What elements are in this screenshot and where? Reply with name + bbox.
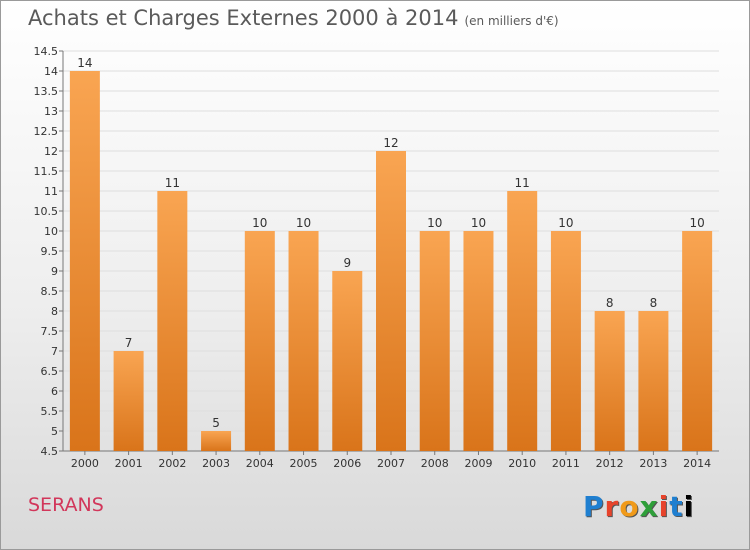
data-label: 14 — [77, 56, 92, 70]
data-label: 10 — [296, 216, 311, 230]
x-tick-label: 2001 — [115, 457, 143, 470]
bar — [638, 311, 669, 451]
data-label: 10 — [471, 216, 486, 230]
y-tick-label: 8.5 — [41, 285, 59, 298]
bar — [463, 231, 494, 451]
y-tick-label: 5.5 — [41, 405, 59, 418]
y-tick-label: 8 — [51, 305, 58, 318]
y-tick-label: 10.5 — [34, 205, 59, 218]
bar — [419, 231, 450, 451]
logo-letter: x — [639, 490, 659, 523]
y-tick-label: 13.5 — [34, 85, 59, 98]
y-tick-label: 12.5 — [34, 125, 59, 138]
y-tick-label: 11.5 — [34, 165, 59, 178]
logo-letter: P — [583, 490, 605, 523]
x-tick-label: 2012 — [596, 457, 624, 470]
bar — [376, 151, 406, 451]
y-tick-label: 7 — [51, 345, 58, 358]
bar — [507, 191, 538, 451]
y-tick-label: 6 — [51, 385, 58, 398]
data-label: 8 — [606, 296, 614, 310]
place-name: SERANS — [28, 494, 104, 516]
x-tick-label: 2014 — [683, 457, 711, 470]
x-tick-label: 2004 — [246, 457, 274, 470]
x-tick-label: 2009 — [464, 457, 492, 470]
y-tick-label: 9 — [51, 265, 58, 278]
x-tick-label: 2010 — [508, 457, 536, 470]
bar — [69, 71, 100, 451]
x-tick-label: 2005 — [290, 457, 318, 470]
y-tick-label: 11 — [44, 185, 58, 198]
bar — [332, 271, 363, 451]
data-label: 10 — [427, 216, 442, 230]
logo-letter: o — [619, 490, 640, 523]
x-tick-label: 2003 — [202, 457, 230, 470]
data-label: 10 — [252, 216, 267, 230]
x-tick-label: 2013 — [639, 457, 667, 470]
data-label: 10 — [689, 216, 704, 230]
x-tick-label: 2000 — [71, 457, 99, 470]
logo-letter: i — [658, 490, 670, 523]
x-tick-label: 2008 — [421, 457, 449, 470]
x-tick-label: 2011 — [552, 457, 580, 470]
logo-letter: r — [604, 490, 620, 523]
chart-title-text: Achats et Charges Externes 2000 à 2014 — [28, 6, 459, 30]
data-label: 8 — [650, 296, 658, 310]
bar — [288, 231, 319, 451]
bar — [682, 231, 713, 451]
y-tick-label: 10 — [44, 225, 58, 238]
logo-letter: t — [669, 490, 684, 523]
data-label: 11 — [515, 176, 530, 190]
logo-letter: i — [683, 490, 695, 523]
bar — [244, 231, 275, 451]
data-label: 10 — [558, 216, 573, 230]
data-label: 9 — [343, 256, 351, 270]
data-label: 12 — [383, 136, 398, 150]
y-tick-label: 9.5 — [41, 245, 59, 258]
data-label: 11 — [165, 176, 180, 190]
x-tick-label: 2007 — [377, 457, 405, 470]
y-tick-label: 7.5 — [41, 325, 59, 338]
y-tick-label: 14 — [44, 65, 58, 78]
y-tick-label: 4.5 — [41, 445, 59, 458]
y-tick-label: 12 — [44, 145, 58, 158]
bar — [201, 431, 232, 451]
proxiti-logo: Proxiti — [583, 490, 694, 523]
y-tick-label: 14.5 — [34, 45, 59, 58]
x-tick-label: 2006 — [333, 457, 361, 470]
bar — [157, 191, 188, 451]
data-label: 5 — [212, 416, 220, 430]
bar — [113, 351, 144, 451]
y-tick-label: 5 — [51, 425, 58, 438]
unit-note: (en milliers d'€) — [464, 14, 559, 28]
bar — [594, 311, 625, 451]
x-tick-label: 2002 — [158, 457, 186, 470]
chart-title: Achats et Charges Externes 2000 à 2014 (e… — [28, 6, 559, 30]
bar — [550, 231, 581, 451]
y-tick-label: 13 — [44, 105, 58, 118]
data-label: 7 — [125, 336, 133, 350]
y-tick-label: 6.5 — [41, 365, 59, 378]
